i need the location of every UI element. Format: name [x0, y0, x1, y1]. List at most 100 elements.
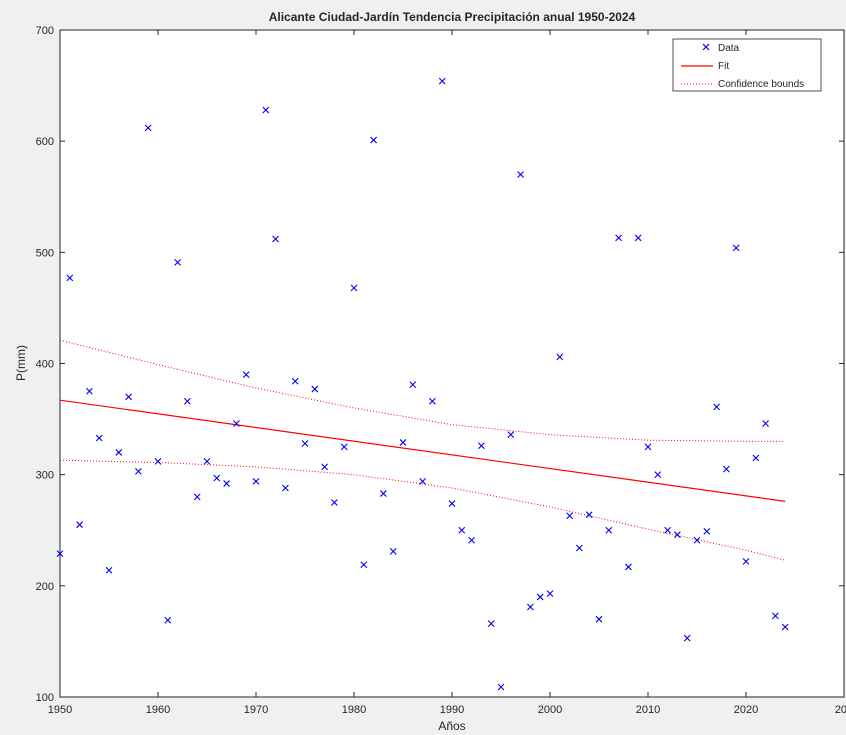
data-point	[527, 603, 534, 611]
data-point	[272, 235, 279, 243]
data-point	[546, 590, 554, 598]
legend-label-data: Data	[718, 43, 740, 54]
legend-label-fit: Fit	[718, 61, 729, 72]
data-point	[233, 420, 240, 427]
data-point	[438, 77, 446, 85]
data-point	[56, 550, 64, 557]
data-point	[115, 449, 123, 456]
data-point	[203, 457, 211, 465]
data-point	[262, 106, 270, 114]
y-tick-label: 500	[36, 247, 54, 259]
data-point	[429, 397, 436, 405]
data-point	[193, 493, 201, 501]
data-point	[448, 500, 456, 507]
data-point	[340, 443, 348, 451]
plot-area	[59, 29, 845, 698]
data-point	[625, 563, 632, 571]
fit-line-segment	[59, 399, 786, 502]
data-point	[370, 136, 377, 144]
data-point	[458, 526, 466, 534]
x-axis-label: Años	[438, 719, 465, 733]
data-point	[497, 683, 505, 691]
data-point	[399, 439, 407, 446]
data-point	[507, 431, 515, 439]
data-point	[605, 526, 613, 534]
y-tick-label: 700	[36, 25, 54, 37]
data-point	[556, 353, 564, 361]
x-tick-label: 1950	[48, 704, 72, 716]
data-point	[311, 385, 319, 393]
data-point	[223, 480, 230, 487]
x-tick-label: 2020	[734, 704, 758, 716]
chart-title: Alicante Ciudad-Jardín Tendencia Precipi…	[269, 10, 636, 24]
data-point	[478, 442, 485, 450]
data-point	[154, 457, 162, 465]
data-point	[389, 547, 397, 555]
data-point	[282, 484, 289, 492]
data-point	[331, 499, 338, 506]
y-axis-label: P(mm)	[14, 345, 28, 381]
x-tick-label: 1980	[342, 704, 366, 716]
x-tick-label: 203	[835, 704, 846, 716]
data-point	[301, 440, 309, 447]
data-point	[66, 274, 74, 282]
y-tick-label: 100	[36, 692, 54, 704]
data-point	[135, 467, 142, 475]
data-point	[664, 526, 671, 534]
data-point	[615, 234, 622, 242]
legend-box	[672, 38, 822, 92]
data-point	[105, 566, 113, 574]
data-point	[752, 454, 760, 462]
data-point	[536, 593, 544, 601]
data-point	[291, 377, 299, 385]
data-point	[517, 171, 524, 178]
data-point	[772, 612, 779, 620]
data-point	[713, 403, 720, 411]
data-point	[576, 544, 583, 552]
confidence-bounds	[59, 339, 786, 561]
y-tick-label: 400	[36, 359, 54, 371]
fit-line	[59, 399, 786, 502]
legend-label-bounds: Confidence bounds	[718, 79, 804, 90]
legend-marker-data	[702, 43, 710, 51]
data-point	[703, 527, 711, 535]
data-point	[164, 616, 172, 624]
data-point	[732, 244, 740, 252]
data-point	[654, 471, 662, 479]
data-point	[409, 381, 417, 389]
confidence-bound-lower	[59, 459, 786, 561]
data-point	[242, 371, 250, 379]
data-point	[86, 387, 93, 395]
x-tick-label: 1960	[146, 704, 170, 716]
y-tick-label: 300	[36, 470, 54, 482]
data-point	[487, 620, 495, 628]
data-point	[76, 521, 83, 529]
data-point	[566, 512, 573, 520]
data-point	[174, 258, 181, 266]
data-point	[595, 615, 603, 623]
x-axis-ticks: 1950 1960 1970 1980 1990 2000 2010 2020 203	[48, 30, 846, 716]
y-tick-label: 200	[36, 581, 54, 593]
data-point	[585, 511, 593, 519]
data-point	[683, 634, 691, 642]
y-axis-ticks: 100 200 300 400 500 600 700	[36, 25, 844, 704]
data-point	[184, 397, 191, 405]
data-point	[252, 477, 260, 485]
data-point	[360, 561, 368, 569]
data-point	[380, 490, 387, 497]
data-point	[742, 557, 750, 565]
data-point	[723, 465, 730, 473]
data-point	[762, 420, 769, 427]
data-point	[213, 474, 221, 482]
data-point	[144, 124, 152, 132]
data-points	[56, 77, 789, 691]
data-point	[693, 536, 701, 544]
x-tick-label: 1970	[244, 704, 268, 716]
data-point	[674, 531, 681, 539]
data-point	[644, 443, 652, 451]
data-point	[95, 434, 103, 442]
confidence-bound-upper	[59, 339, 786, 442]
x-tick-label: 2010	[636, 704, 660, 716]
data-point	[321, 463, 328, 471]
